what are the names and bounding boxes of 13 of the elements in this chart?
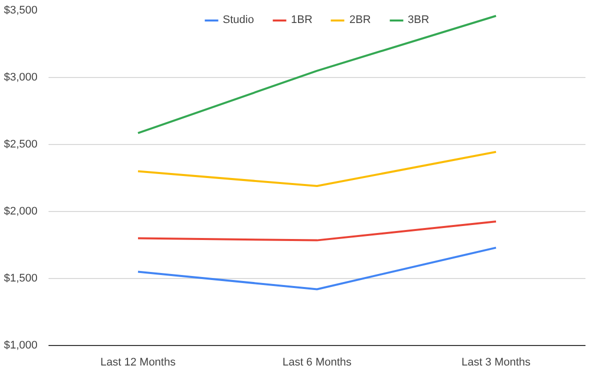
y-tick-label: $1,500 xyxy=(4,272,38,284)
legend-label: 3BR xyxy=(408,14,430,26)
y-tick-label: $3,500 xyxy=(4,4,38,16)
legend-label: Studio xyxy=(222,14,254,26)
legend-label: 2BR xyxy=(349,14,371,26)
legend-label: 1BR xyxy=(290,14,312,26)
y-tick-label: $3,000 xyxy=(4,72,38,84)
x-tick-label: Last 12 Months xyxy=(100,356,176,368)
y-tick-label: $1,000 xyxy=(4,340,38,352)
y-tick-label: $2,500 xyxy=(4,138,38,150)
x-tick-label: Last 6 Months xyxy=(282,356,352,368)
y-tick-label: $2,000 xyxy=(4,206,38,218)
x-tick-label: Last 3 Months xyxy=(461,356,532,368)
